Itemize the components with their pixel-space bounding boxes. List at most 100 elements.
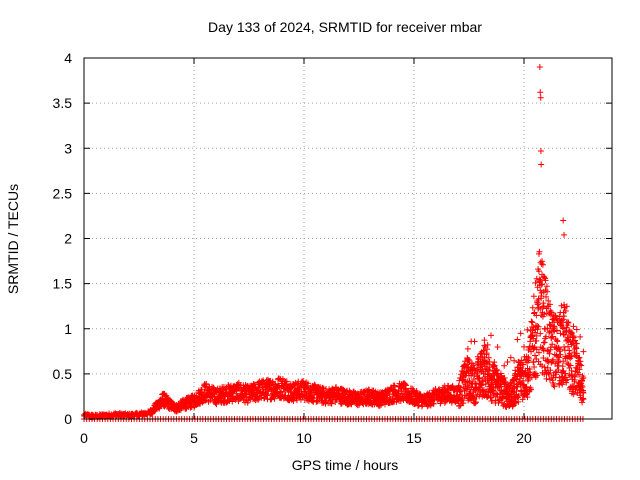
data-point <box>560 217 567 224</box>
data-point <box>528 318 535 325</box>
data-point <box>565 343 571 350</box>
data-point <box>533 332 540 339</box>
data-point <box>580 396 587 403</box>
data-point <box>546 301 553 308</box>
data-point <box>580 374 587 381</box>
data-point <box>479 377 486 384</box>
data-point <box>523 383 530 390</box>
data-point <box>570 323 577 330</box>
data-point <box>474 353 481 360</box>
data-point <box>577 333 584 340</box>
grid <box>84 58 612 419</box>
data-points <box>81 64 587 422</box>
y-tick-label: 0 <box>64 411 72 427</box>
data-point <box>538 161 545 168</box>
data-point <box>535 323 542 330</box>
data-point <box>223 390 230 397</box>
data-point <box>537 277 544 284</box>
data-point <box>576 371 582 378</box>
data-point <box>537 287 544 294</box>
data-point <box>552 312 559 319</box>
data-point <box>540 303 547 310</box>
data-point <box>533 275 540 282</box>
data-point <box>537 147 544 154</box>
data-point <box>546 371 553 378</box>
data-point <box>573 340 580 347</box>
data-point <box>483 351 490 358</box>
data-point <box>527 334 534 341</box>
data-point <box>521 343 527 350</box>
data-point <box>469 395 476 402</box>
y-tick-label: 3 <box>64 140 72 156</box>
data-point <box>557 346 564 353</box>
data-point <box>548 334 555 341</box>
data-point <box>560 325 567 332</box>
data-point <box>478 350 485 357</box>
data-point <box>553 371 560 378</box>
data-point <box>563 303 570 310</box>
data-point <box>540 273 547 280</box>
data-point <box>488 332 494 339</box>
data-point <box>561 231 568 238</box>
data-point <box>242 390 249 397</box>
x-tick-label: 10 <box>296 430 312 446</box>
data-point <box>486 364 493 371</box>
data-point <box>525 355 532 362</box>
data-point <box>541 311 548 318</box>
y-tick-label: 3.5 <box>53 95 73 111</box>
y-axis-label: SRMTID / TECUs <box>5 184 21 294</box>
y-tick-label: 1.5 <box>53 276 73 292</box>
data-point <box>560 316 567 323</box>
data-point <box>328 400 335 407</box>
data-point <box>203 380 210 387</box>
data-point <box>537 330 544 337</box>
data-point <box>255 396 262 403</box>
data-point <box>544 288 551 295</box>
data-point <box>517 330 524 337</box>
data-point <box>529 319 536 326</box>
data-point <box>539 258 546 265</box>
data-point <box>533 337 540 344</box>
data-point <box>548 359 555 366</box>
data-point <box>290 397 297 404</box>
y-tick-label: 1 <box>64 321 72 337</box>
y-tick-label: 0.5 <box>53 366 73 382</box>
data-point <box>535 349 542 356</box>
x-tick-label: 20 <box>516 430 532 446</box>
data-point <box>535 250 542 257</box>
data-point <box>534 297 541 304</box>
data-point <box>529 304 536 311</box>
data-point <box>537 94 544 101</box>
data-point <box>550 324 557 331</box>
data-point <box>561 331 568 338</box>
data-point <box>565 319 572 326</box>
data-point <box>484 341 491 348</box>
data-point <box>559 381 566 388</box>
data-point <box>568 329 575 336</box>
data-point <box>403 382 410 389</box>
data-point <box>572 337 579 344</box>
x-axis-label: GPS time / hours <box>292 457 399 473</box>
data-point <box>376 402 383 409</box>
data-point <box>536 64 543 71</box>
data-point <box>570 391 577 398</box>
data-point <box>549 333 556 340</box>
y-tick-label: 4 <box>64 50 72 66</box>
data-point <box>551 383 558 390</box>
data-point <box>549 341 556 348</box>
x-tick-label: 5 <box>190 430 198 446</box>
data-point <box>578 362 585 369</box>
data-point <box>484 346 491 353</box>
data-point <box>524 326 531 333</box>
data-point <box>470 362 477 369</box>
data-point <box>532 352 538 359</box>
data-point <box>338 395 345 402</box>
data-point <box>493 390 500 397</box>
data-point <box>544 347 551 354</box>
x-tick-label: 0 <box>80 430 88 446</box>
data-point <box>534 326 541 333</box>
data-point <box>528 386 535 393</box>
data-point <box>547 367 554 374</box>
data-point <box>525 375 532 382</box>
data-point <box>464 345 471 352</box>
